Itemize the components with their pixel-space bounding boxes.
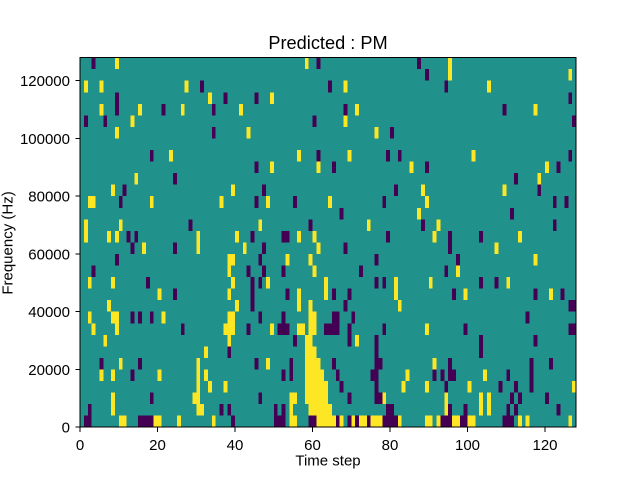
svg-text:40000: 40000 [28, 304, 70, 321]
svg-text:Frequency (Hz): Frequency (Hz) [0, 191, 17, 294]
svg-text:80: 80 [382, 437, 399, 454]
svg-text:20000: 20000 [28, 362, 70, 379]
svg-text:40: 40 [227, 437, 244, 454]
svg-text:0: 0 [76, 437, 84, 454]
svg-text:Predicted : PM: Predicted : PM [268, 33, 387, 53]
svg-text:0: 0 [62, 420, 70, 437]
svg-text:100000: 100000 [20, 131, 70, 148]
svg-text:Time step: Time step [295, 453, 360, 470]
svg-text:100: 100 [455, 437, 480, 454]
svg-text:120: 120 [532, 437, 557, 454]
svg-text:80000: 80000 [28, 189, 70, 206]
svg-text:60000: 60000 [28, 246, 70, 263]
svg-text:60: 60 [304, 437, 321, 454]
svg-text:120000: 120000 [20, 73, 70, 90]
svg-text:20: 20 [149, 437, 166, 454]
